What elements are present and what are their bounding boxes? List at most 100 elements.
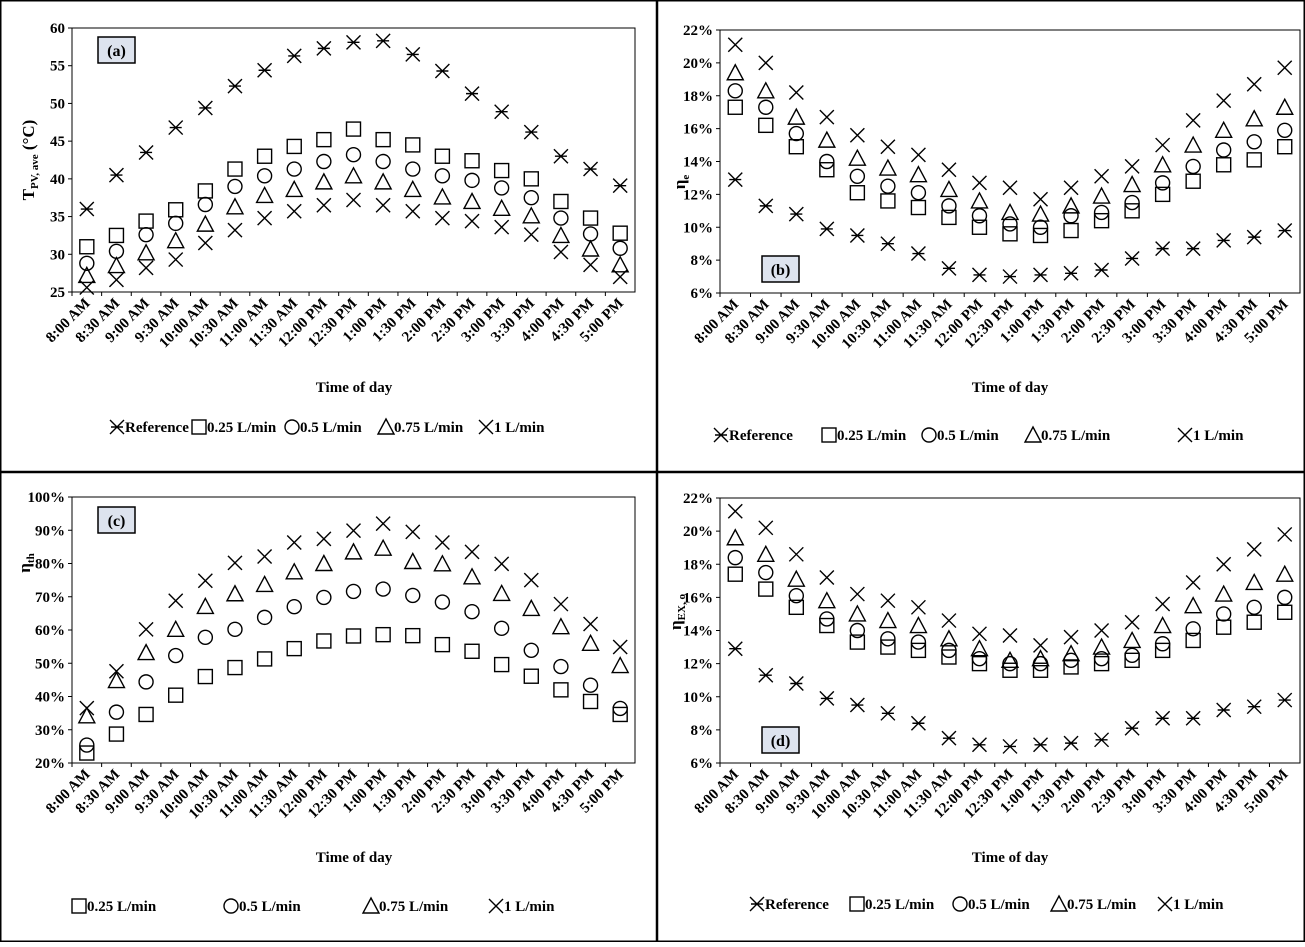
legend-item: 0.25 L/min bbox=[821, 427, 907, 444]
data-point bbox=[1185, 710, 1201, 726]
data-point bbox=[1000, 650, 1020, 669]
y-tick-label: 70% bbox=[35, 590, 65, 606]
data-point bbox=[166, 231, 185, 249]
data-point bbox=[1154, 642, 1171, 659]
data-point bbox=[493, 180, 510, 196]
legend-label: 1 L/min bbox=[1173, 897, 1224, 913]
legend-item: Reference bbox=[109, 419, 189, 436]
legend-label: Reference bbox=[125, 420, 189, 436]
data-point bbox=[1032, 219, 1049, 235]
legend-label: 0.25 L/min bbox=[207, 420, 277, 436]
data-point bbox=[880, 593, 896, 609]
data-point bbox=[553, 193, 569, 210]
data-point bbox=[1277, 692, 1293, 708]
legend: Reference 0.25 L/min 0.5 L/min 0.75 L/min 1 … bbox=[109, 417, 545, 436]
data-point bbox=[1002, 627, 1018, 643]
data-point bbox=[168, 202, 184, 218]
data-point bbox=[941, 209, 957, 226]
data-point bbox=[494, 219, 510, 235]
data-point bbox=[375, 131, 391, 148]
data-point bbox=[464, 544, 480, 560]
data-point bbox=[464, 86, 480, 102]
legend-item: 0.75 L/min bbox=[1023, 425, 1111, 444]
data-point bbox=[1093, 650, 1110, 667]
y-tick-label: 14% bbox=[683, 155, 713, 171]
data-point bbox=[522, 206, 541, 224]
data-point bbox=[255, 574, 274, 593]
series-0-75-l-min bbox=[77, 166, 630, 284]
data-point bbox=[727, 99, 743, 115]
legend-marker bbox=[71, 898, 87, 914]
panel-label-tag: (b) bbox=[761, 255, 800, 283]
data-point bbox=[553, 244, 569, 260]
legend-marker bbox=[921, 427, 937, 443]
data-point bbox=[285, 179, 304, 198]
data-point bbox=[316, 131, 332, 148]
data-point bbox=[849, 622, 866, 639]
data-point bbox=[108, 167, 124, 183]
data-point bbox=[788, 206, 804, 222]
y-tick-label: 80% bbox=[35, 557, 65, 573]
data-point bbox=[970, 191, 989, 209]
data-point bbox=[819, 611, 835, 627]
panel-label: (a) bbox=[107, 43, 126, 60]
panel-label-tag: (a) bbox=[97, 36, 136, 64]
data-point bbox=[941, 730, 957, 746]
data-point bbox=[1124, 194, 1140, 211]
data-point bbox=[849, 168, 866, 184]
x-axis-label: Time of day bbox=[316, 850, 393, 866]
data-point bbox=[227, 555, 243, 571]
legend-marker bbox=[1157, 896, 1173, 912]
data-point bbox=[225, 197, 245, 215]
data-point bbox=[197, 196, 214, 213]
data-point bbox=[345, 628, 362, 644]
data-point bbox=[523, 190, 539, 206]
data-point bbox=[819, 617, 835, 634]
legend-label: Reference bbox=[765, 897, 829, 913]
data-point bbox=[1094, 168, 1110, 184]
plot-area bbox=[719, 497, 1301, 764]
data-point bbox=[196, 596, 215, 615]
data-point bbox=[522, 598, 541, 617]
data-point bbox=[108, 227, 125, 244]
data-point bbox=[1153, 155, 1172, 173]
y-tick-label: 25 bbox=[50, 285, 65, 301]
data-point bbox=[494, 104, 510, 120]
data-point bbox=[910, 599, 926, 615]
data-point bbox=[971, 208, 988, 224]
legend-marker bbox=[284, 419, 300, 435]
data-point bbox=[819, 570, 835, 585]
data-point bbox=[787, 107, 806, 125]
data-point bbox=[788, 676, 804, 691]
y-tick-label: 60% bbox=[35, 623, 65, 639]
data-point bbox=[494, 556, 510, 572]
data-point bbox=[727, 641, 743, 657]
data-point bbox=[583, 257, 599, 273]
data-point bbox=[138, 260, 154, 276]
data-point bbox=[314, 172, 334, 190]
legend-item: 1 L/min bbox=[1177, 427, 1244, 444]
data-point bbox=[346, 34, 361, 50]
data-point bbox=[880, 139, 896, 155]
data-point bbox=[138, 144, 154, 160]
data-point bbox=[227, 161, 243, 177]
data-point bbox=[788, 139, 805, 155]
data-point bbox=[910, 185, 927, 201]
data-point bbox=[434, 210, 450, 226]
y-tick-label: 8% bbox=[691, 723, 714, 739]
data-point bbox=[1154, 636, 1171, 652]
data-point bbox=[168, 593, 184, 609]
legend-label: Reference bbox=[729, 428, 793, 444]
data-point bbox=[727, 172, 743, 188]
data-point bbox=[79, 279, 95, 295]
data-point bbox=[168, 120, 184, 136]
plot-area bbox=[71, 27, 636, 293]
data-point bbox=[256, 609, 273, 626]
x-axis-label: Time of day bbox=[972, 380, 1049, 396]
data-point bbox=[1155, 241, 1171, 257]
data-point bbox=[108, 663, 124, 679]
data-point bbox=[910, 147, 926, 163]
data-point bbox=[909, 616, 928, 634]
data-point bbox=[225, 584, 245, 602]
